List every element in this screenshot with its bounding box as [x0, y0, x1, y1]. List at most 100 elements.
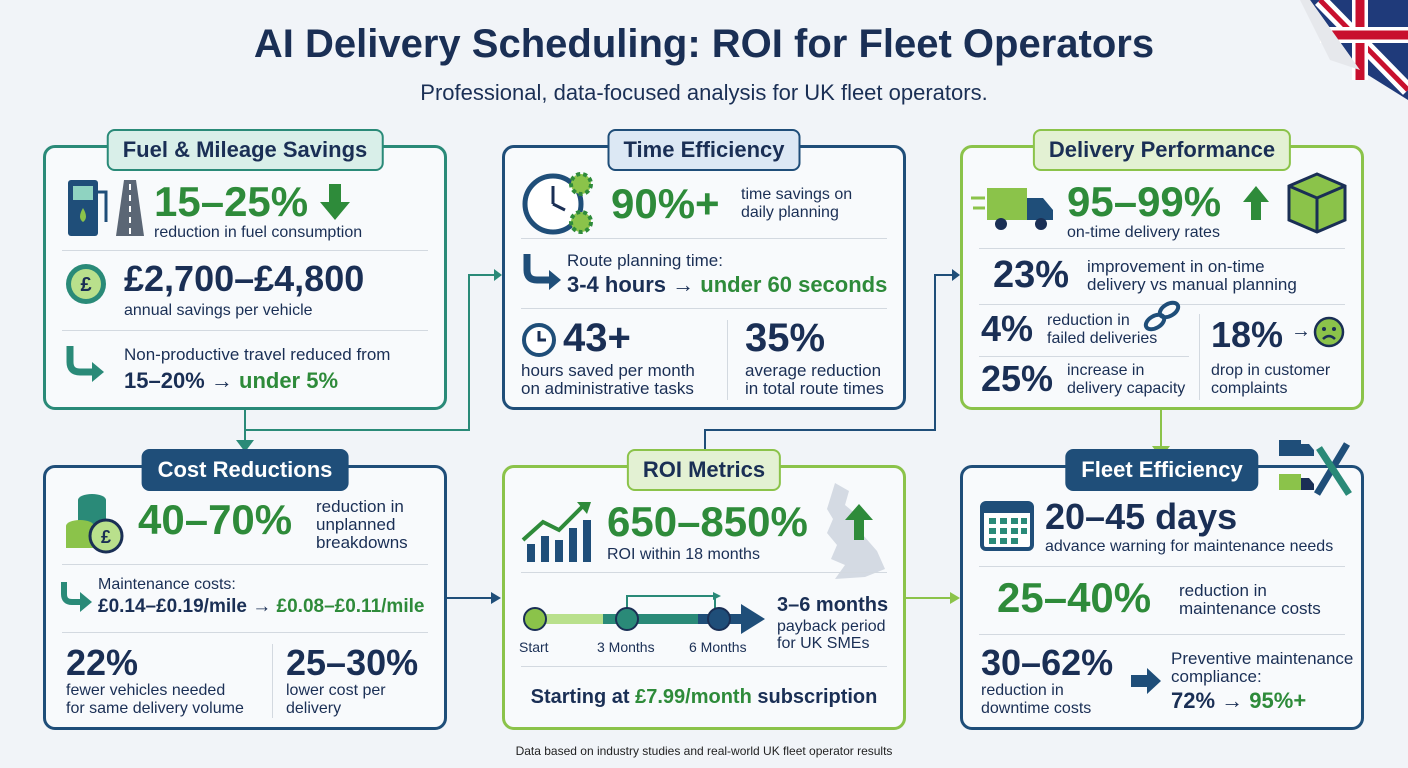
- stat-label: Route planning time:: [567, 251, 723, 270]
- route-from: 3-4 hours: [567, 272, 667, 297]
- calendar-icon: [980, 501, 1034, 551]
- stat-label: delivery vs manual planning: [1087, 275, 1297, 294]
- timeline-label: Start: [519, 639, 549, 655]
- arrow-up-icon: [845, 504, 873, 540]
- panel-title: ROI Metrics: [626, 449, 782, 491]
- stat-label: delivery capacity: [1067, 380, 1186, 397]
- stat-label: on administrative tasks: [521, 379, 694, 398]
- panel-title: Time Efficiency: [607, 129, 801, 171]
- trucks-wrench-icon: [1279, 440, 1352, 496]
- annual-savings-stat: £2,700–£4,800: [124, 258, 365, 299]
- stat-label: unplanned: [316, 515, 396, 534]
- timeline-label: 3 Months: [597, 639, 655, 655]
- subscription-prefix: Starting at: [530, 686, 630, 708]
- svg-text:£: £: [101, 527, 111, 547]
- compliance-to: 95%+: [1249, 688, 1307, 713]
- stat-label: Non-productive travel reduced from: [124, 345, 391, 364]
- stat-label: lower cost per: [286, 682, 386, 699]
- time-efficiency-panel: Time Efficiency 90%+ time savings on dai…: [502, 129, 906, 410]
- stat-label: advance warning for maintenance needs: [1045, 538, 1334, 555]
- maintenance-cost-stat: 25–40%: [997, 574, 1152, 621]
- growth-chart-icon: [521, 502, 591, 562]
- maintenance-to: £0.08–£0.11/mile: [276, 596, 425, 617]
- connector-arrow-icon: [447, 592, 501, 604]
- arrow-down-icon: [320, 184, 350, 220]
- complaints-stat: 18%: [1211, 314, 1284, 355]
- maintenance-from: £0.14–£0.19/mile: [98, 596, 247, 617]
- stat-label: ROI within 18 months: [607, 546, 760, 563]
- stat-label: failed deliveries: [1047, 330, 1158, 347]
- stat-label: payback period: [777, 618, 886, 635]
- arrow: →: [1221, 688, 1244, 713]
- compliance-from: 72%: [1171, 688, 1216, 713]
- uk-flag-icon: [1300, 0, 1408, 100]
- stat-label: delivery: [286, 700, 342, 717]
- connector-arrow-icon: [906, 592, 960, 604]
- stat-label: compliance:: [1171, 667, 1262, 686]
- package-box-icon: [1287, 172, 1347, 234]
- fuel-reduction-stat: 15–25%: [154, 178, 309, 225]
- time-savings-stat: 90%+: [611, 180, 720, 227]
- stat-label: on-time delivery rates: [1067, 224, 1220, 241]
- broken-chain-icon: [1143, 300, 1181, 332]
- stat-label: drop in customer: [1211, 362, 1331, 379]
- connector-arrow-icon: [236, 440, 254, 452]
- fewer-vehicles-stat: 22%: [66, 642, 139, 683]
- route-to: under 60 seconds: [700, 272, 888, 297]
- stat-label: annual savings per vehicle: [124, 302, 313, 319]
- timeline-point-start: [523, 607, 547, 631]
- stat-label: improvement in on-time: [1087, 257, 1265, 276]
- clock-gears-icon: [522, 172, 593, 235]
- page-title: AI Delivery Scheduling: ROI for Fleet Op…: [253, 22, 1155, 66]
- arrow: →: [252, 596, 272, 617]
- stat-label: increase in: [1067, 362, 1145, 379]
- cost-reductions-panel: Cost Reductions £ 40–70% reduction in un…: [43, 449, 447, 730]
- stat-label: time savings on: [741, 186, 853, 203]
- subscription-price: £7.99/month: [635, 686, 752, 708]
- stat-label: reduction in fuel consumption: [154, 224, 363, 241]
- roi-metrics-panel: ROI Metrics 650–850% ROI within 18 month…: [502, 449, 906, 730]
- footer-note: Data based on industry studies and real-…: [515, 744, 893, 758]
- stat-label: for UK SMEs: [777, 635, 870, 652]
- clock-icon: [522, 323, 556, 357]
- stat-label: in total route times: [745, 379, 884, 398]
- delivery-truck-icon: [971, 188, 1053, 230]
- panel-title: Cost Reductions: [141, 449, 349, 491]
- on-time-rate-stat: 95–99%: [1067, 178, 1222, 225]
- connector-arrow-icon: [246, 269, 502, 431]
- arrow: →: [210, 368, 233, 393]
- arrow: →: [1291, 320, 1311, 342]
- fleet-efficiency-panel: Fleet Efficiency 20–45 days advance warn…: [960, 440, 1364, 730]
- stat-label: downtime costs: [981, 700, 1092, 717]
- breakdown-reduction-stat: 40–70%: [138, 496, 293, 543]
- stat-label: for same delivery volume: [66, 700, 244, 717]
- stat-label: average reduction: [745, 361, 882, 380]
- stat-label: Maintenance costs:: [98, 576, 236, 593]
- panel-title: Fuel & Mileage Savings: [106, 129, 384, 171]
- curved-arrow-icon: [61, 582, 92, 612]
- advance-warning-stat: 20–45 days: [1045, 496, 1238, 537]
- delivery-performance-panel: Delivery Performance 95–99% on-time deli…: [960, 129, 1364, 410]
- timeline-label: 6 Months: [689, 639, 747, 655]
- improvement-stat: 23%: [993, 254, 1070, 296]
- arrow-right-icon: [1131, 668, 1161, 694]
- payback-timeline: [523, 592, 765, 634]
- stat-label: breakdowns: [316, 533, 408, 552]
- svg-text:£: £: [80, 274, 91, 296]
- panel-title: Delivery Performance: [1032, 129, 1292, 171]
- page-subtitle: Professional, data-focused analysis for …: [420, 80, 988, 105]
- failed-deliveries-stat: 4%: [981, 308, 1034, 349]
- capacity-stat: 25%: [981, 358, 1054, 399]
- stat-label: daily planning: [741, 204, 839, 221]
- curved-arrow-icon: [66, 346, 104, 382]
- payback-stat: 3–6 months: [777, 594, 889, 616]
- stat-label: reduction in: [981, 682, 1064, 699]
- travel-from: 15–20%: [124, 368, 205, 393]
- timeline-point-3-months: [615, 607, 639, 631]
- route-time-reduction-stat: 35%: [745, 316, 826, 360]
- stat-label: reduction in: [1047, 312, 1130, 329]
- connector-arrow-icon: [704, 269, 960, 463]
- stat-label: Preventive maintenance: [1171, 649, 1354, 668]
- stat-label: maintenance costs: [1179, 599, 1321, 618]
- timeline-point-6-months: [707, 607, 731, 631]
